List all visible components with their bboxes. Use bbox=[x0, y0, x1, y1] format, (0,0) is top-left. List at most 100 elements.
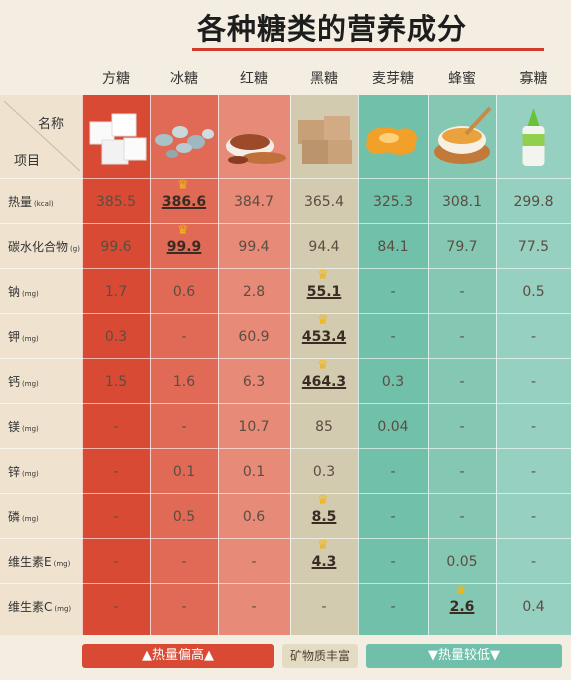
table-cell: 0.6 bbox=[172, 284, 196, 300]
page-title: 各种糖类的营养成分 bbox=[197, 12, 468, 46]
crown-icon: ♛ bbox=[317, 268, 329, 283]
row-divider bbox=[0, 178, 571, 179]
table-cell: - bbox=[113, 419, 119, 435]
table-cell: 0.3 bbox=[104, 329, 128, 345]
table-cell: 308.1 bbox=[441, 194, 483, 210]
column-header: 红糖 bbox=[240, 71, 268, 87]
table-cell: 77.5 bbox=[517, 239, 550, 255]
table-cell: - bbox=[459, 419, 465, 435]
table-cell: 0.5 bbox=[522, 284, 545, 300]
table-cell: - bbox=[181, 599, 187, 615]
black-sugar-icon bbox=[298, 116, 352, 164]
table-cell: 0.5 bbox=[172, 509, 196, 525]
table-cell: 8.5 bbox=[311, 509, 337, 525]
row-label: 钙 (mg) bbox=[8, 373, 39, 390]
column-band-2 bbox=[150, 95, 218, 635]
column-header: 方糖 bbox=[102, 71, 130, 87]
table-cell: - bbox=[390, 284, 396, 300]
table-cell: - bbox=[459, 284, 465, 300]
row-label-text: 碳水化合物 bbox=[8, 240, 69, 254]
sugar-cube-icon bbox=[89, 113, 147, 165]
table-cell: 99.6 bbox=[100, 239, 132, 255]
legend-item: ▲热量偏高▲ bbox=[82, 644, 274, 668]
table-cell: - bbox=[459, 464, 465, 480]
row-label: 热量 (kcal) bbox=[8, 193, 54, 210]
table-cell: 6.3 bbox=[242, 374, 266, 390]
table-cell: 385.5 bbox=[95, 194, 137, 210]
column-band-6 bbox=[428, 95, 496, 635]
column-header: 麦芽糖 bbox=[372, 71, 414, 87]
crown-icon: ♛ bbox=[317, 358, 329, 373]
title-area: 各种糖类的营养成分 bbox=[0, 0, 571, 62]
column-divider bbox=[218, 95, 219, 635]
row-divider bbox=[0, 313, 571, 314]
row-label: 锌 (mg) bbox=[8, 463, 39, 480]
table-cell: 0.3 bbox=[312, 464, 336, 480]
row-unit: (mg) bbox=[22, 290, 39, 298]
brown-sugar-icon bbox=[226, 134, 286, 164]
table-cell: 384.7 bbox=[233, 194, 275, 210]
row-divider bbox=[0, 223, 571, 224]
table-cell: - bbox=[113, 599, 119, 615]
table-cell: - bbox=[530, 509, 537, 525]
table-cell: 0.6 bbox=[242, 509, 266, 525]
table-cell: 85 bbox=[315, 419, 333, 435]
table-cell: - bbox=[181, 329, 187, 345]
row-unit: (g) bbox=[70, 245, 80, 253]
table-cell: - bbox=[251, 599, 257, 615]
header-corner-item: 项目 bbox=[14, 154, 41, 169]
table-cell: 299.8 bbox=[513, 194, 554, 210]
table-cell: - bbox=[390, 329, 396, 345]
table-cell: 55.1 bbox=[306, 284, 342, 300]
table-cell: 464.3 bbox=[301, 374, 347, 390]
table-cell: - bbox=[113, 464, 119, 480]
row-unit: (mg) bbox=[22, 425, 39, 433]
crown-icon: ♛ bbox=[455, 583, 467, 598]
row-label-text: 钙 bbox=[8, 375, 21, 389]
row-divider bbox=[0, 403, 571, 404]
row-label-text: 热量 bbox=[8, 195, 33, 209]
table-cell: - bbox=[390, 554, 396, 570]
column-divider bbox=[82, 95, 83, 635]
table-cell: 2.6 bbox=[449, 599, 475, 615]
row-divider bbox=[0, 448, 571, 449]
crown-icon: ♛ bbox=[317, 538, 329, 553]
table-cell: - bbox=[390, 464, 396, 480]
row-divider bbox=[0, 358, 571, 359]
row-divider bbox=[0, 583, 571, 584]
row-label-text: 镁 bbox=[8, 420, 21, 434]
table-cell: 0.05 bbox=[446, 554, 478, 570]
table-cell: 1.7 bbox=[104, 284, 128, 300]
table-cell: 94.4 bbox=[308, 239, 340, 255]
table-cell: 60.9 bbox=[238, 329, 270, 345]
table-cell: - bbox=[530, 554, 537, 570]
row-unit: (mg) bbox=[22, 515, 39, 523]
table-cell: - bbox=[459, 509, 465, 525]
row-label: 维生素C (mg) bbox=[8, 598, 71, 615]
honey-icon bbox=[434, 106, 492, 164]
column-band-1 bbox=[82, 95, 150, 635]
row-label: 磷 (mg) bbox=[8, 508, 39, 525]
table-cell: 2.8 bbox=[242, 284, 266, 300]
table-cell: - bbox=[321, 599, 327, 615]
row-label-text: 钾 bbox=[8, 330, 21, 344]
column-divider bbox=[496, 95, 497, 635]
row-label-text: 维生素C bbox=[8, 600, 53, 614]
row-unit: (mg) bbox=[22, 470, 39, 478]
title-underline bbox=[192, 48, 544, 51]
row-label: 维生素E (mg) bbox=[8, 553, 70, 570]
table-cell: - bbox=[390, 509, 396, 525]
legend-item: 矿物质丰富 bbox=[282, 644, 358, 668]
row-unit: (kcal) bbox=[34, 200, 54, 208]
row-unit: (mg) bbox=[54, 605, 72, 613]
crown-icon: ♛ bbox=[177, 223, 189, 238]
row-label-column bbox=[0, 95, 82, 635]
column-header: 蜂蜜 bbox=[448, 71, 476, 87]
row-unit: (mg) bbox=[53, 560, 71, 568]
table-cell: 99.9 bbox=[166, 239, 202, 255]
table-cell: 386.6 bbox=[161, 194, 207, 210]
column-band-4 bbox=[290, 95, 358, 635]
crown-icon: ♛ bbox=[317, 493, 329, 508]
row-label: 钠 (mg) bbox=[8, 283, 39, 300]
column-band-7 bbox=[496, 95, 571, 635]
